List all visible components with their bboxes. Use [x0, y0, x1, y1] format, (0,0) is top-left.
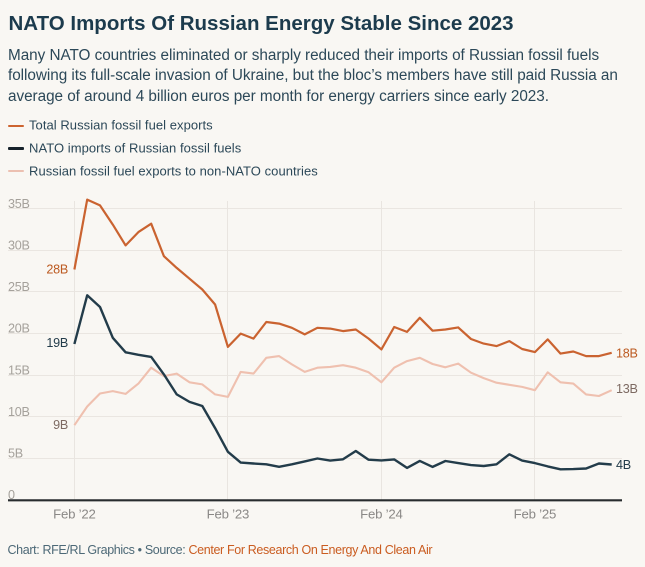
svg-text:20B: 20B — [8, 322, 30, 336]
svg-text:15B: 15B — [8, 363, 30, 377]
svg-text:9B: 9B — [53, 418, 68, 432]
svg-text:19B: 19B — [46, 336, 68, 350]
svg-text:Feb ’25: Feb ’25 — [514, 507, 557, 522]
svg-text:13B: 13B — [616, 382, 638, 396]
svg-text:0: 0 — [8, 488, 15, 502]
svg-text:4B: 4B — [616, 458, 631, 472]
svg-text:28B: 28B — [46, 263, 68, 277]
svg-text:25B: 25B — [8, 280, 30, 294]
svg-text:Feb ’24: Feb ’24 — [360, 507, 403, 522]
svg-text:18B: 18B — [616, 346, 638, 360]
svg-text:30B: 30B — [8, 239, 30, 253]
svg-text:Feb ’22: Feb ’22 — [53, 507, 96, 522]
svg-text:Feb ’23: Feb ’23 — [207, 507, 250, 522]
svg-text:5B: 5B — [8, 447, 23, 461]
svg-text:35B: 35B — [8, 197, 30, 211]
svg-text:10B: 10B — [8, 405, 30, 419]
